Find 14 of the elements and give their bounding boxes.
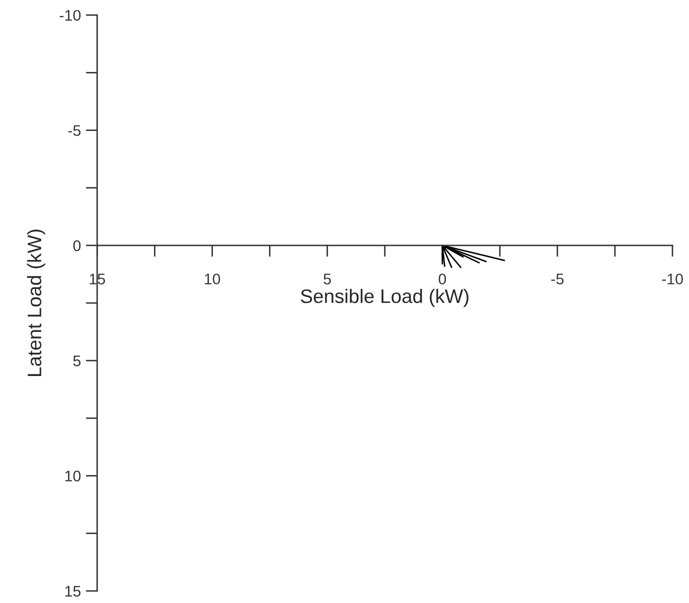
y-tick-label: 15 xyxy=(65,586,81,597)
y-tick-label: 10 xyxy=(65,470,81,482)
y-tick-label: 0 xyxy=(73,240,81,252)
x-tick-label: 10 xyxy=(204,274,220,284)
y-tick-label: -5 xyxy=(68,125,81,136)
x-tick-label: 5 xyxy=(324,274,331,284)
y-axis-title: Latent Load (kW) xyxy=(27,230,46,376)
x-axis-title: Sensible Load (kW) xyxy=(300,288,468,307)
x-tick-label: -5 xyxy=(551,274,564,284)
y-tick-label: -10 xyxy=(60,10,81,21)
x-tick-label: -10 xyxy=(662,274,683,284)
line-series xyxy=(442,244,506,268)
x-tick-label: 0 xyxy=(438,274,446,284)
y-tick-label: 5 xyxy=(73,356,81,366)
